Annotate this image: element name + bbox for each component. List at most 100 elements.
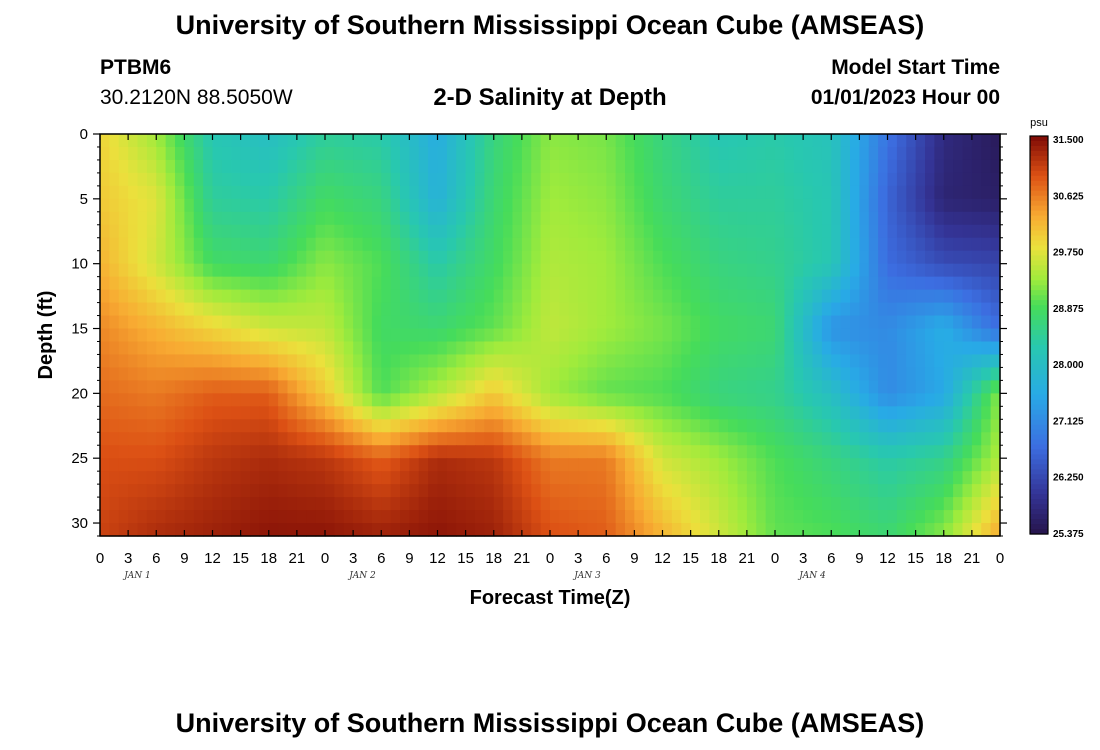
- heatmap-cell: [962, 341, 973, 356]
- heatmap-cell: [428, 146, 439, 161]
- heatmap-cell: [240, 198, 251, 213]
- heatmap-cell: [559, 315, 570, 330]
- heatmap-cell: [325, 289, 335, 304]
- heatmap-cell: [446, 497, 457, 511]
- heatmap-cell: [671, 419, 682, 433]
- heatmap-cell: [465, 432, 476, 446]
- heatmap-cell: [175, 393, 185, 407]
- heatmap-cell: [831, 276, 842, 291]
- heatmap-cell: [259, 276, 270, 291]
- heatmap-cell: [221, 432, 232, 446]
- heatmap-cell: [296, 354, 307, 369]
- heatmap-cell: [109, 523, 120, 537]
- heatmap-cell: [840, 419, 851, 433]
- heatmap-cell: [156, 341, 167, 356]
- heatmap-cell: [568, 432, 579, 446]
- heatmap-cell: [775, 302, 785, 317]
- heatmap-cell: [137, 510, 148, 524]
- heatmap-cell: [718, 406, 729, 420]
- heatmap-cell: [915, 263, 926, 278]
- heatmap-cell: [962, 497, 973, 511]
- heatmap-cell: [128, 237, 139, 252]
- heatmap-cell: [484, 289, 495, 304]
- x-tick-label: 12: [204, 550, 221, 567]
- colorbar-segment: [1030, 459, 1048, 465]
- heatmap-cell: [728, 523, 739, 537]
- heatmap-cell: [343, 302, 354, 317]
- heatmap-cell: [287, 211, 298, 226]
- heatmap-cell: [615, 185, 626, 200]
- heatmap-cell: [118, 146, 129, 161]
- heatmap-cell: [821, 432, 832, 446]
- colorbar-segment: [1030, 509, 1048, 515]
- heatmap-cell: [653, 198, 664, 213]
- heatmap-cell: [756, 250, 767, 265]
- heatmap-cell: [803, 510, 814, 524]
- heatmap-cell: [353, 250, 364, 265]
- heatmap-cell: [259, 302, 270, 317]
- heatmap-cell: [962, 328, 973, 343]
- heatmap-cell: [643, 523, 654, 537]
- heatmap-cell: [259, 497, 270, 511]
- heatmap-cell: [371, 458, 382, 472]
- heatmap-cell: [728, 510, 739, 524]
- heatmap-cell: [709, 146, 720, 161]
- heatmap-cell: [353, 315, 364, 330]
- heatmap-cell: [259, 510, 270, 524]
- heatmap-cell: [868, 432, 879, 446]
- heatmap-cell: [700, 134, 710, 148]
- colorbar-segment: [1030, 529, 1048, 535]
- heatmap-cell: [653, 302, 664, 317]
- heatmap-cell: [409, 224, 420, 239]
- station-id: PTBM6: [100, 56, 172, 79]
- heatmap-cell: [784, 224, 795, 239]
- heatmap-cell: [306, 224, 317, 239]
- heatmap-cell: [915, 237, 926, 252]
- heatmap-cell: [353, 497, 364, 511]
- heatmap-cell: [540, 159, 551, 174]
- heatmap-cell: [653, 328, 664, 343]
- heatmap-cell: [550, 185, 560, 200]
- heatmap-cell: [915, 471, 926, 485]
- x-tick-label: 12: [654, 550, 671, 567]
- heatmap-cell: [896, 250, 907, 265]
- heatmap-cell: [137, 250, 148, 265]
- heatmap-cell: [409, 497, 420, 511]
- heatmap-cell: [203, 263, 214, 278]
- heatmap-cell: [953, 523, 964, 537]
- heatmap-cell: [737, 237, 748, 252]
- heatmap-cell: [334, 432, 345, 446]
- heatmap-cell: [390, 354, 401, 369]
- heatmap-cell: [531, 354, 542, 369]
- heatmap-cell: [306, 250, 317, 265]
- heatmap-cell: [878, 354, 889, 369]
- heatmap-cell: [306, 432, 317, 446]
- heatmap-cell: [859, 510, 870, 524]
- heatmap-cell: [390, 159, 401, 174]
- heatmap-cell: [109, 211, 120, 226]
- heatmap-cell: [896, 237, 907, 252]
- heatmap-cell: [503, 211, 514, 226]
- heatmap-cell: [203, 224, 214, 239]
- colorbar-segment: [1030, 315, 1048, 321]
- heatmap-cell: [203, 328, 214, 343]
- heatmap-cell: [990, 146, 1001, 161]
- heatmap-cell: [109, 159, 120, 174]
- heatmap-cell: [559, 134, 570, 148]
- heatmap-cell: [634, 315, 645, 330]
- heatmap-cell: [306, 211, 317, 226]
- heatmap-cell: [362, 510, 373, 524]
- heatmap-cell: [475, 237, 485, 252]
- heatmap-cell: [240, 211, 251, 226]
- heatmap-cell: [775, 445, 785, 459]
- heatmap-cell: [878, 458, 889, 472]
- heatmap-cell: [550, 237, 560, 252]
- heatmap-cell: [737, 393, 748, 407]
- heatmap-cell: [634, 224, 645, 239]
- heatmap-cell: [653, 341, 664, 356]
- heatmap-cell: [259, 445, 270, 459]
- heatmap-cell: [634, 471, 645, 485]
- colorbar-unit: psu: [1030, 117, 1048, 129]
- heatmap-cell: [821, 250, 832, 265]
- heatmap-cell: [493, 159, 504, 174]
